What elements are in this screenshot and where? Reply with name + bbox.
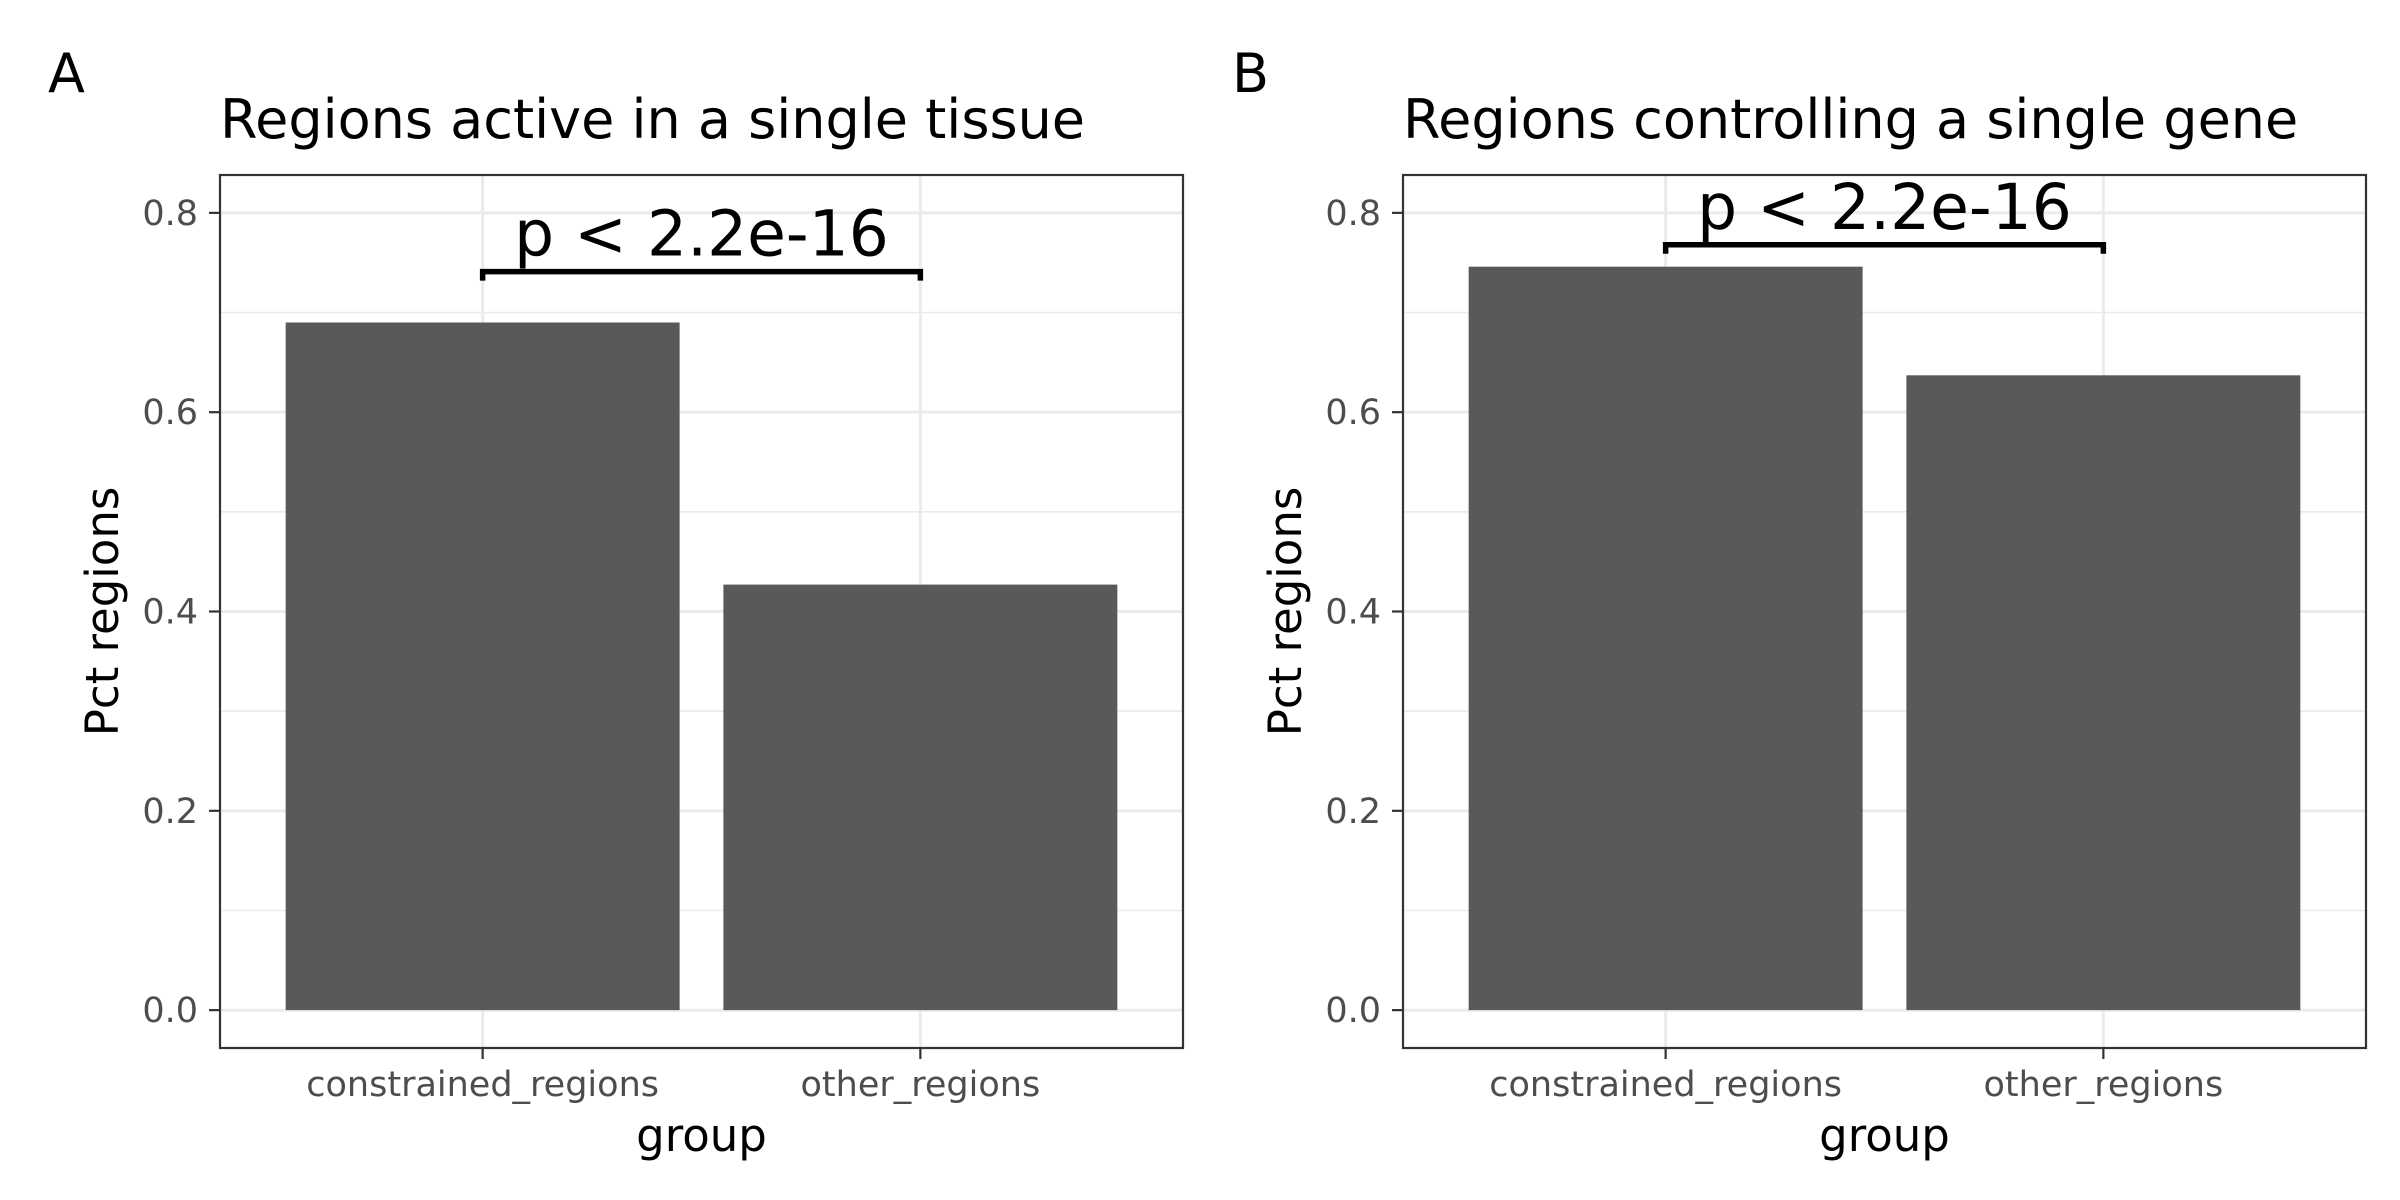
y-tick-label: 0.6 [142,393,198,433]
y-tick-label: 0.6 [1325,393,1381,433]
bar-other-regions [1906,375,2301,1011]
y-tick-label: 0.0 [1325,991,1381,1031]
chart-title: Regions active in a single tissue [220,88,1085,151]
panel-label: A [48,42,85,105]
y-tick-label: 0.2 [1325,792,1381,832]
x-tick-label: other_regions [1984,1065,2224,1105]
y-tick-label: 0.8 [1325,194,1381,234]
x-axis-title: group [1819,1109,1950,1162]
significance-bracket [479,268,924,281]
significance-bracket [1662,242,2107,254]
significance-label: p < 2.2e-16 [1697,171,2072,244]
chart-title: Regions controlling a single gene [1403,88,2298,151]
y-tick-label: 0.0 [142,991,198,1031]
chart-panel-b: 0.0 0.2 0.4 0.6 0.8 constrained_regions other_… [1232,42,2368,1162]
y-tick-label: 0.8 [142,194,198,234]
panel-label: B [1232,42,1269,105]
y-axis-title: Pct regions [1259,487,1312,737]
bar-other-regions [723,584,1118,1011]
y-tick-label: 0.2 [142,792,198,832]
x-axis-title: group [636,1109,767,1162]
y-axis-title: Pct regions [76,487,129,737]
x-tick-label: constrained_regions [1489,1065,1842,1105]
bar-constrained-regions [1468,266,1863,1011]
significance-label: p < 2.2e-16 [514,198,889,271]
y-tick-label: 0.4 [1325,593,1381,633]
x-tick-label: other_regions [801,1065,1041,1105]
bar-constrained-regions [285,322,680,1011]
chart-panel-a: 0.0 0.2 0.4 0.6 0.8 constrained_regions other_… [48,42,1185,1162]
x-tick-label: constrained_regions [306,1065,659,1105]
y-tick-label: 0.4 [142,593,198,633]
